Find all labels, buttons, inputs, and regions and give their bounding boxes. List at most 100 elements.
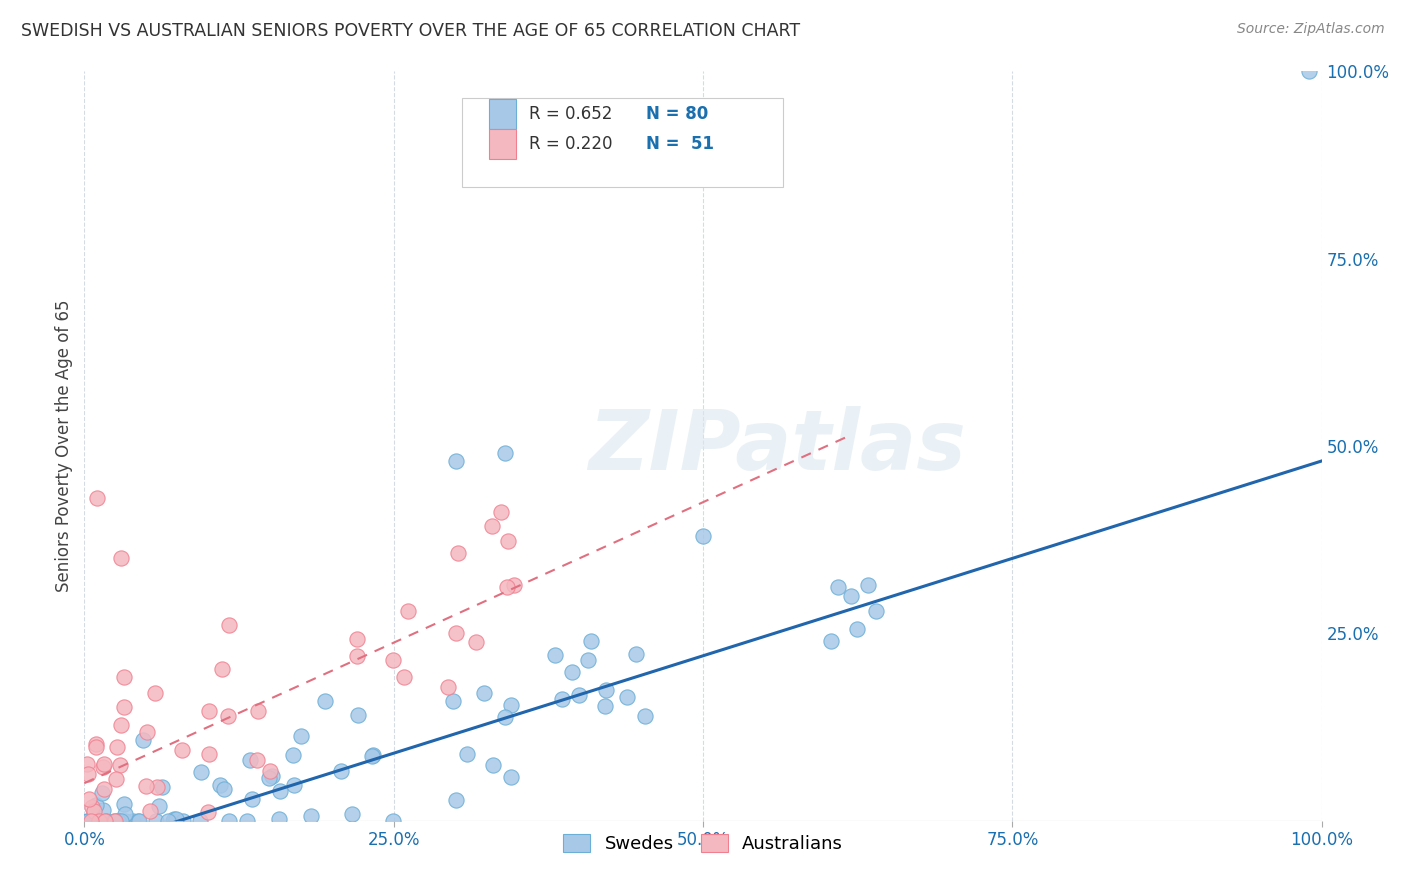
Point (593, 698, 616, 713)
Point (269, 784, 291, 798)
Point (441, 694, 464, 708)
Point (172, 814, 194, 828)
Point (396, 604, 419, 618)
Text: Source: ZipAtlas.com: Source: ZipAtlas.com (1237, 22, 1385, 37)
Point (132, 733, 155, 747)
Point (112, 700, 135, 714)
Point (595, 682, 617, 697)
Point (827, 580, 849, 594)
Point (260, 769, 283, 783)
Point (481, 518, 503, 533)
Point (482, 758, 505, 772)
Point (105, 740, 128, 755)
Point (105, 814, 128, 828)
Point (80, 800, 103, 814)
Point (198, 747, 221, 762)
Point (145, 686, 167, 700)
Point (299, 808, 322, 822)
Point (499, 698, 522, 712)
Point (198, 704, 221, 718)
Point (257, 771, 280, 785)
Point (436, 680, 458, 694)
Point (568, 688, 591, 702)
Point (841, 589, 863, 603)
Point (314, 693, 336, 707)
Point (91, 759, 114, 773)
Text: N =  51: N = 51 (647, 135, 714, 153)
Point (86, 739, 108, 754)
Point (496, 534, 519, 549)
Point (218, 814, 240, 828)
Point (104, 814, 127, 828)
Point (283, 778, 305, 792)
Y-axis label: Seniors Poverty Over the Age of 65: Seniors Poverty Over the Age of 65 (55, 300, 73, 592)
Point (107, 814, 129, 828)
Point (218, 618, 240, 632)
Point (148, 798, 170, 813)
Point (503, 577, 526, 591)
Point (247, 704, 270, 718)
Point (112, 670, 135, 684)
Point (80, 814, 103, 828)
Point (112, 797, 135, 812)
Point (93, 781, 115, 796)
Point (346, 632, 368, 646)
FancyBboxPatch shape (489, 99, 516, 129)
Point (77, 767, 100, 781)
Point (820, 634, 842, 648)
Point (472, 686, 495, 700)
Point (246, 753, 269, 767)
Point (501, 771, 523, 785)
Point (382, 653, 405, 667)
Point (86, 491, 108, 506)
Point (135, 724, 157, 739)
Point (150, 780, 173, 794)
Point (361, 748, 384, 763)
Point (634, 709, 657, 723)
Point (340, 806, 363, 821)
Point (464, 635, 486, 649)
Point (145, 814, 167, 828)
FancyBboxPatch shape (489, 129, 516, 159)
Point (329, 764, 352, 778)
Point (172, 743, 194, 757)
Point (444, 454, 467, 468)
Point (692, 529, 714, 543)
Point (579, 634, 602, 648)
Point (76, 814, 98, 828)
Point (212, 781, 235, 796)
Text: N = 80: N = 80 (647, 105, 709, 123)
Point (135, 779, 157, 793)
Point (103, 814, 125, 828)
Point (494, 446, 516, 460)
Point (127, 814, 149, 828)
Text: SWEDISH VS AUSTRALIAN SENIORS POVERTY OVER THE AGE OF 65 CORRELATION CHART: SWEDISH VS AUSTRALIAN SENIORS POVERTY OV… (21, 22, 800, 40)
Point (239, 754, 262, 768)
Point (845, 622, 868, 636)
Point (444, 792, 467, 806)
Point (157, 814, 180, 828)
Text: R = 0.652: R = 0.652 (529, 105, 612, 123)
Point (281, 747, 304, 762)
Point (108, 814, 131, 828)
Point (856, 578, 879, 592)
Point (77, 814, 100, 828)
Point (561, 665, 583, 679)
Legend: Swedes, Australians: Swedes, Australians (555, 827, 851, 860)
Point (447, 546, 470, 560)
Point (94, 814, 117, 828)
Point (93, 757, 115, 772)
Point (392, 670, 415, 684)
Point (76, 757, 98, 772)
Point (110, 717, 132, 731)
Point (84, 737, 107, 751)
Point (381, 814, 404, 828)
Point (190, 814, 212, 828)
Point (190, 765, 212, 780)
Point (110, 814, 132, 828)
Point (576, 653, 599, 667)
Point (162, 814, 184, 828)
Point (79, 792, 101, 806)
Point (114, 814, 136, 828)
Point (269, 812, 291, 826)
